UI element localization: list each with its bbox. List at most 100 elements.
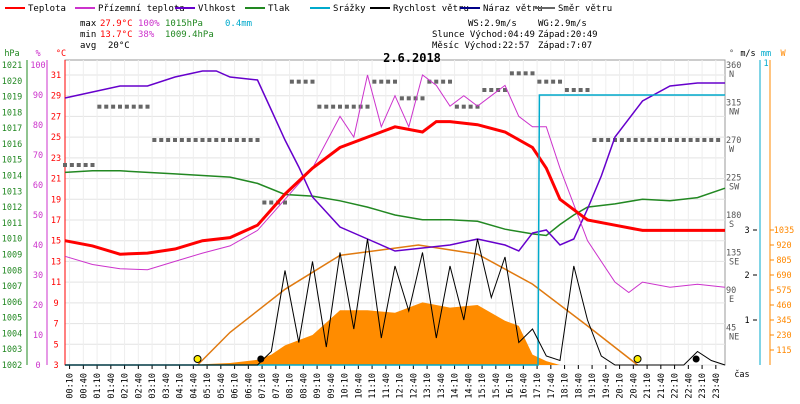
hpa-tick-label: 1012 (2, 203, 22, 213)
wind-direction-point (97, 104, 102, 109)
temp-tick-label: 5 (53, 340, 58, 350)
wind-direction-point (413, 96, 418, 101)
legend-label: Náraz větru (483, 4, 543, 14)
stat-max-press: 1015hPa (165, 19, 203, 29)
w-tick-label: 230 (776, 331, 791, 341)
wind-direction-point (420, 96, 425, 101)
pct-tick-label: 90 (33, 91, 43, 101)
legend-label: Vlhkost (198, 4, 236, 14)
ms-tick-label: 1 (744, 316, 749, 326)
wind-direction-point (138, 104, 143, 109)
pct-tick-label: 100 (30, 61, 45, 71)
temp-tick-label: 23 (51, 154, 61, 164)
pct-tick-label: 70 (33, 151, 43, 161)
dir-tick-label: 270 (726, 136, 741, 146)
wind-direction-point (482, 88, 487, 92)
ground-temperature-line (64, 74, 726, 294)
dir-tick-label: 135 (726, 249, 741, 259)
wind-direction-point (214, 138, 219, 142)
dir-tick-label: 315 (726, 99, 741, 109)
pct-tick-label: 0 (35, 361, 40, 371)
x-tick-label: 06:40 (244, 373, 254, 399)
x-tick-label: 00:40 (79, 373, 89, 399)
wind-direction-point (640, 138, 645, 142)
temp-axis-unit: °C (56, 49, 66, 59)
wind-direction-point (63, 163, 67, 167)
legend-label: Teplota (28, 4, 66, 14)
temp-tick-label: 9 (53, 299, 58, 309)
dir-tick-compass: S (729, 220, 734, 230)
stat-moonset: Západ:7:07 (538, 41, 592, 51)
hpa-tick-label: 1004 (2, 329, 22, 339)
wind-speed-line (65, 238, 726, 366)
hpa-tick-label: 1013 (2, 187, 22, 197)
wind-direction-point (606, 138, 611, 142)
x-tick-label: 10:10 (341, 373, 351, 399)
x-tick-label: 01:40 (107, 373, 117, 399)
wind-direction-point (647, 138, 652, 142)
ms-axis-unit: m/s (740, 49, 755, 59)
x-tick-label: 11:10 (368, 373, 378, 399)
wind-direction-point (200, 138, 205, 142)
dir-tick-compass: NW (729, 108, 740, 118)
w-tick-label: 460 (776, 301, 791, 311)
temp-tick-label: 25 (51, 133, 61, 143)
hpa-tick-label: 1007 (2, 282, 22, 292)
x-tick-label: 09:10 (313, 373, 323, 399)
pct-tick-label: 80 (33, 121, 43, 131)
pct-tick-label: 50 (33, 211, 43, 221)
rain-line (65, 94, 725, 366)
dir-tick-compass: NE (729, 333, 739, 343)
temp-tick-label: 3 (53, 361, 58, 371)
temp-tick-label: 7 (53, 320, 58, 330)
wind-direction-point (544, 79, 549, 84)
x-tick-label: 17:10 (533, 373, 543, 399)
ms-tick-label: 3 (744, 226, 749, 236)
wind-direction-point (551, 79, 556, 84)
dir-tick-compass: SE (729, 258, 739, 268)
wind-direction-point (592, 138, 597, 142)
dir-tick-label: 225 (726, 174, 741, 184)
hpa-tick-label: 1009 (2, 250, 22, 260)
wind-direction-point (255, 138, 260, 142)
dir-tick-label: 180 (726, 211, 741, 221)
pct-axis-unit: % (35, 49, 40, 59)
wind-direction-point (454, 104, 459, 109)
x-tick-label: 07:40 (272, 373, 282, 399)
wind-direction-point (303, 79, 308, 84)
wind-direction-point (654, 138, 659, 142)
w-tick-label: 920 (776, 241, 791, 251)
hpa-tick-label: 1006 (2, 298, 22, 308)
temp-tick-label: 15 (51, 237, 61, 247)
wind-direction-point (668, 138, 672, 142)
x-tick-label: 02:10 (121, 373, 131, 399)
x-tick-label: 14:40 (464, 373, 474, 399)
wind-direction-point (145, 104, 150, 109)
hpa-axis-unit: hPa (4, 49, 19, 59)
stats-block: max 27.9°C 100% 1015hPa 0.4mm min 13.7°C 38% 100… (80, 19, 598, 51)
solar-theoretical-line (197, 244, 639, 366)
hpa-tick-label: 1018 (2, 108, 22, 118)
w-tick-label: 805 (776, 256, 791, 266)
wind-direction-point (338, 104, 342, 109)
wind-direction-point (76, 163, 81, 167)
wind-direction-point (118, 104, 122, 109)
wind-direction-point (221, 138, 226, 142)
pct-tick-label: 60 (33, 181, 43, 191)
wind-direction-point (179, 138, 184, 142)
wind-direction-point (310, 79, 315, 84)
hpa-tick-label: 1003 (2, 345, 22, 355)
wind-direction-point (393, 79, 397, 84)
wind-direction-point (537, 79, 542, 84)
hpa-tick-label: 1014 (2, 172, 22, 182)
x-tick-label: 04:40 (189, 373, 199, 399)
wind-direction-point (434, 79, 439, 84)
pressure-line (64, 170, 726, 237)
stat-avg-label: avg (80, 41, 96, 51)
wind-direction-point (296, 79, 301, 84)
wind-direction-point (461, 104, 466, 109)
wind-direction-point (688, 138, 693, 142)
chart-title: 2.6.2018 (383, 51, 441, 65)
mm-axis-unit: mm (761, 49, 771, 59)
